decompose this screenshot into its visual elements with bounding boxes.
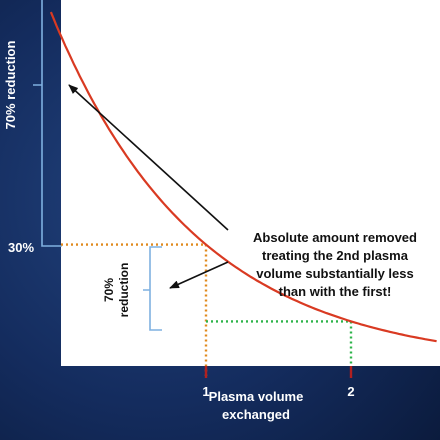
bracket-second-reduction-label-line2: reduction <box>117 263 131 318</box>
bracket-first-reduction <box>33 0 62 247</box>
decay-curve <box>49 11 437 343</box>
y-tick-label: 30% <box>8 240 34 255</box>
x-axis-label-line2: exchanged <box>222 407 290 422</box>
x-tick-label-2: 2 <box>347 384 354 399</box>
annotation-line-4: than with the first! <box>279 284 392 299</box>
bracket-second-reduction-label-line1: 70% <box>102 278 116 302</box>
annotation-arrow-lower <box>169 261 229 289</box>
annotation-arrow-upper <box>68 84 229 231</box>
plot-area <box>61 0 440 366</box>
bracket-second-reduction <box>143 246 162 331</box>
annotation-line-3: volume substantially less <box>256 266 414 281</box>
bracket-first-reduction-label: 70% reduction <box>3 41 18 130</box>
annotation-line-2: treating the 2nd plasma <box>262 248 409 263</box>
x-tick-label-1: 1 <box>202 384 209 399</box>
x-axis-label-line1: Plasma volume <box>209 389 304 404</box>
annotation-line-1: Absolute amount removed <box>253 230 417 245</box>
